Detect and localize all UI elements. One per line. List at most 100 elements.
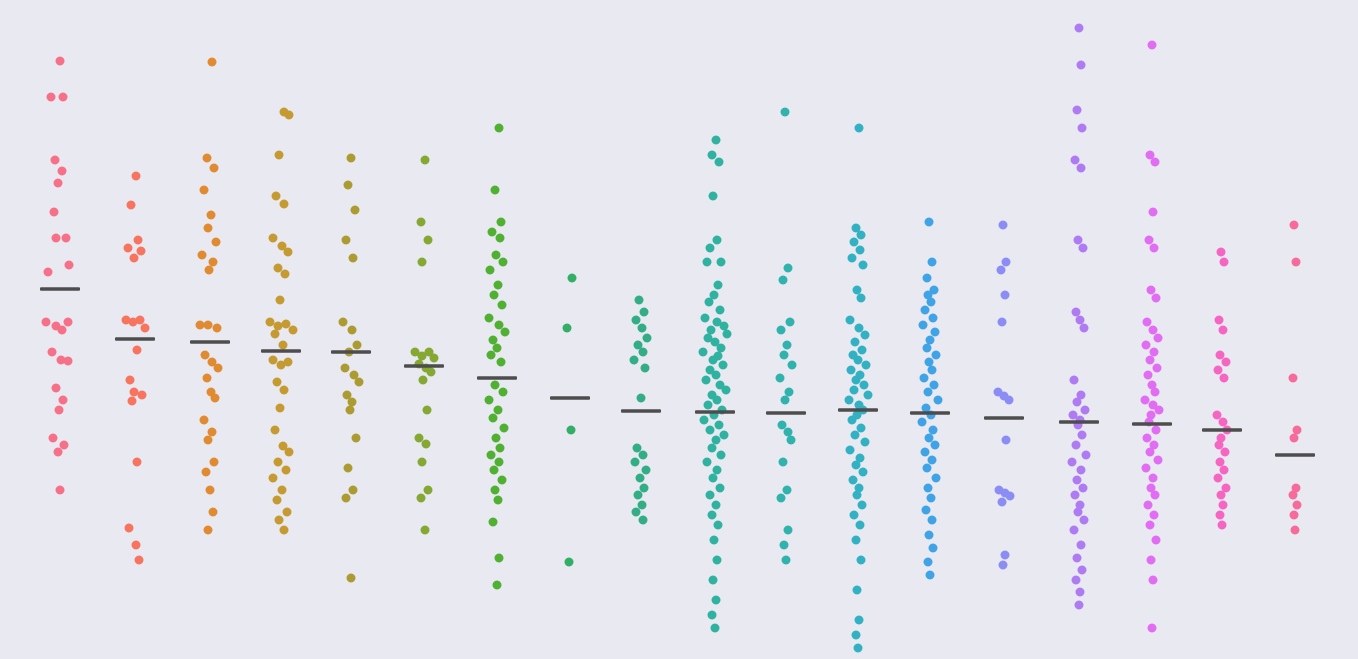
data-point <box>55 56 65 66</box>
data-point <box>1076 60 1086 70</box>
data-point <box>1004 395 1014 405</box>
median-line <box>550 396 590 400</box>
data-point <box>850 337 860 347</box>
data-point <box>499 423 509 433</box>
data-point <box>1150 490 1160 500</box>
data-point <box>850 430 860 440</box>
data-point <box>279 385 289 395</box>
data-point <box>1214 440 1224 450</box>
data-point <box>711 500 721 510</box>
data-point <box>631 315 641 325</box>
data-point <box>562 323 572 333</box>
data-point <box>711 370 721 380</box>
data-point <box>1153 455 1163 465</box>
data-point <box>63 356 73 366</box>
data-point <box>1077 430 1087 440</box>
data-point <box>347 397 357 407</box>
data-point <box>857 345 867 355</box>
data-point <box>719 321 729 331</box>
data-point <box>1153 333 1163 343</box>
data-point <box>1146 410 1156 420</box>
data-point <box>351 433 361 443</box>
data-point <box>780 395 790 405</box>
category-group-10 <box>695 135 735 633</box>
data-point <box>1215 350 1225 360</box>
data-point <box>1148 325 1158 335</box>
data-point <box>1215 510 1225 520</box>
data-point <box>484 395 494 405</box>
data-point <box>57 325 67 335</box>
data-point <box>1072 553 1082 563</box>
data-point <box>140 323 150 333</box>
data-point <box>1142 433 1152 443</box>
data-point <box>856 423 866 433</box>
data-point <box>201 467 211 477</box>
data-point <box>851 223 861 233</box>
data-point <box>343 463 353 473</box>
category-group-3 <box>190 57 230 535</box>
data-point <box>484 313 494 323</box>
data-point <box>416 217 426 227</box>
data-point <box>284 447 294 457</box>
data-point <box>703 400 713 410</box>
data-point <box>1077 565 1087 575</box>
data-point <box>410 347 420 357</box>
data-point <box>1079 323 1089 333</box>
data-point <box>346 153 356 163</box>
data-point <box>1219 373 1229 383</box>
data-point <box>273 457 283 467</box>
data-point <box>1072 105 1082 115</box>
data-point <box>1292 500 1302 510</box>
data-point <box>1149 243 1159 253</box>
data-point <box>708 355 718 365</box>
data-point <box>861 360 871 370</box>
data-point <box>1078 243 1088 253</box>
data-point <box>126 200 136 210</box>
data-point <box>1215 457 1225 467</box>
data-point <box>715 483 725 493</box>
data-point <box>852 285 862 295</box>
data-point <box>855 520 865 530</box>
data-point <box>1289 220 1299 230</box>
data-point <box>132 345 142 355</box>
median-line <box>838 408 878 412</box>
data-point <box>856 293 866 303</box>
data-point <box>853 643 863 653</box>
data-point <box>278 340 288 350</box>
data-point <box>63 317 73 327</box>
data-point <box>1288 373 1298 383</box>
data-point <box>928 313 938 323</box>
data-point <box>137 390 147 400</box>
data-point <box>710 623 720 633</box>
data-point <box>775 373 785 383</box>
data-point <box>858 260 868 270</box>
data-point <box>340 363 350 373</box>
data-point <box>341 493 351 503</box>
median-line <box>984 416 1024 420</box>
data-point <box>849 510 859 520</box>
data-point <box>1150 387 1160 397</box>
data-point <box>640 363 650 373</box>
data-point <box>1070 155 1080 165</box>
data-point <box>851 375 861 385</box>
data-point <box>276 360 286 370</box>
data-point <box>996 265 1006 275</box>
data-point <box>1289 510 1299 520</box>
data-point <box>125 375 135 385</box>
data-point <box>1068 410 1078 420</box>
data-point <box>859 380 869 390</box>
data-point <box>129 253 139 263</box>
data-point <box>929 285 939 295</box>
data-point <box>47 347 57 357</box>
data-point <box>1070 490 1080 500</box>
data-point <box>922 343 932 353</box>
data-point <box>1151 425 1161 435</box>
data-point <box>268 473 278 483</box>
data-point <box>722 329 732 339</box>
data-point <box>783 525 793 535</box>
category-group-18 <box>1275 220 1315 535</box>
data-point <box>128 317 138 327</box>
data-point <box>1145 150 1155 160</box>
data-point <box>1213 365 1223 375</box>
